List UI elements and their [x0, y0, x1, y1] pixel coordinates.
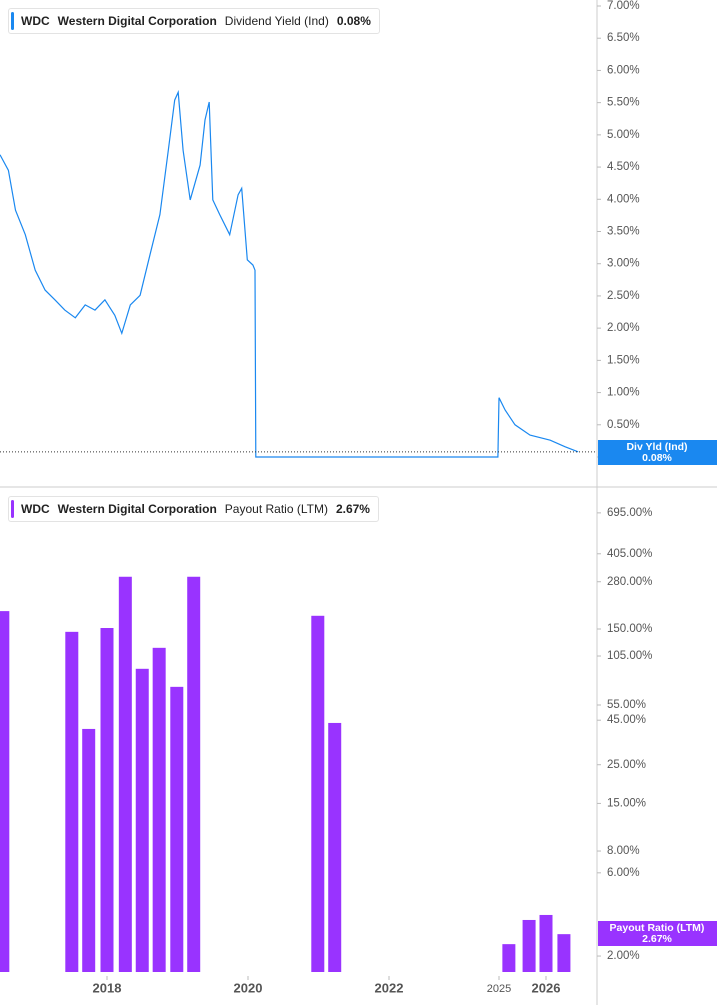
- y-tick-label: 105.00%: [607, 650, 652, 662]
- bar: [170, 686, 184, 972]
- current-value: 0.08%: [336, 14, 371, 28]
- legend: WDC Western Digital Corporation Dividend…: [8, 8, 380, 34]
- y-tick-label: 1.00%: [607, 387, 640, 399]
- value-tag: [598, 921, 717, 946]
- bar: [539, 914, 553, 972]
- tag-value: 2.67%: [642, 933, 672, 945]
- y-tick-label: 2.00%: [607, 322, 640, 334]
- tag-label: Payout Ratio (LTM): [610, 922, 705, 934]
- y-tick-label: 45.00%: [607, 714, 646, 726]
- bar: [100, 628, 114, 972]
- y-tick-label: 6.00%: [607, 867, 640, 879]
- y-tick-label: 0.50%: [607, 419, 640, 431]
- y-tick-label: 7.00%: [607, 0, 640, 12]
- y-tick-label: 695.00%: [607, 507, 652, 519]
- bar: [135, 668, 149, 972]
- x-tick-label: 2018: [93, 980, 122, 995]
- y-tick-label: 6.00%: [607, 64, 640, 76]
- y-tick-label: 55.00%: [607, 699, 646, 711]
- y-tick-label: 2.50%: [607, 290, 640, 302]
- x-tick-label: 2020: [234, 980, 263, 995]
- y-tick-label: 15.00%: [607, 797, 646, 809]
- bar: [0, 611, 10, 972]
- y-tick-label: 3.00%: [607, 258, 640, 270]
- y-tick-label: 6.50%: [607, 32, 640, 44]
- y-tick-label: 2.00%: [607, 950, 640, 962]
- bar: [502, 944, 516, 972]
- x-tick-label: 2026: [532, 980, 561, 995]
- bar: [82, 728, 96, 972]
- bar: [311, 615, 325, 972]
- bar: [187, 576, 201, 972]
- company: Western Digital Corporation: [57, 14, 217, 28]
- legend-swatch: [11, 500, 14, 518]
- y-tick-label: 150.00%: [607, 623, 652, 635]
- y-tick-label: 1.50%: [607, 354, 640, 366]
- legend: WDC Western Digital Corporation Payout R…: [8, 496, 379, 522]
- value-tag: [598, 440, 717, 465]
- legend-swatch: [11, 12, 14, 30]
- current-value: 2.67%: [335, 502, 370, 516]
- y-tick-label: 5.00%: [607, 129, 640, 141]
- line: [0, 89, 579, 458]
- tag-value: 0.08%: [642, 452, 672, 464]
- y-tick-label: 4.00%: [607, 193, 640, 205]
- y-tick-label: 5.50%: [607, 97, 640, 109]
- x-tick-label: 2025: [487, 983, 511, 995]
- y-tick-label: 25.00%: [607, 759, 646, 771]
- ticker: WDC: [21, 502, 50, 516]
- bar: [65, 631, 79, 972]
- y-tick-label: 405.00%: [607, 548, 652, 560]
- tag-label: Div Yld (Ind): [626, 441, 687, 453]
- y-tick-label: 4.50%: [607, 161, 640, 173]
- y-tick-label: 3.50%: [607, 226, 640, 238]
- company: Western Digital Corporation: [57, 502, 217, 516]
- bar: [328, 722, 342, 972]
- bar: [557, 934, 571, 972]
- y-tick-label: 280.00%: [607, 576, 652, 588]
- bar: [118, 576, 132, 972]
- bar: [522, 919, 536, 972]
- bar: [152, 647, 166, 972]
- y-tick-label: 8.00%: [607, 845, 640, 857]
- metric: Payout Ratio (LTM): [224, 502, 328, 516]
- ticker: WDC: [21, 14, 50, 28]
- x-tick-label: 2022: [375, 980, 404, 995]
- metric: Dividend Yield (Ind): [224, 14, 329, 28]
